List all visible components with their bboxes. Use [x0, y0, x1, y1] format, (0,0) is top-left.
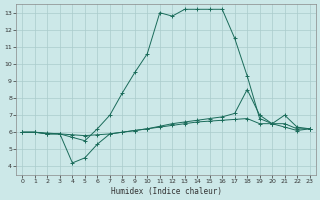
- X-axis label: Humidex (Indice chaleur): Humidex (Indice chaleur): [110, 187, 221, 196]
